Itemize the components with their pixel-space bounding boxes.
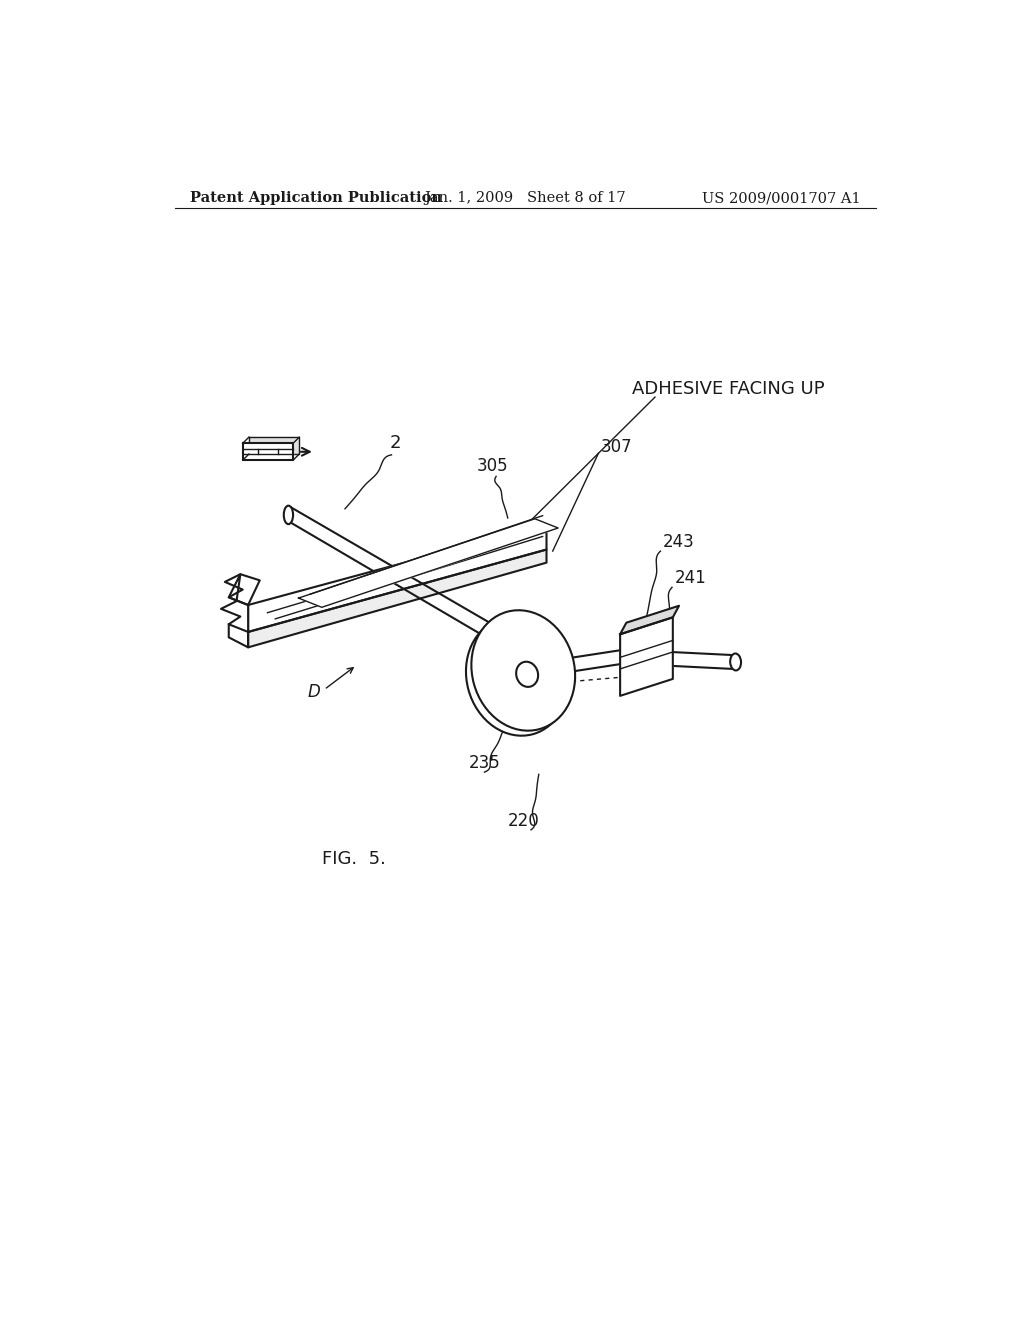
Ellipse shape	[471, 610, 575, 731]
Polygon shape	[621, 606, 679, 635]
Polygon shape	[221, 574, 248, 632]
Text: 2: 2	[389, 434, 401, 453]
Ellipse shape	[466, 618, 568, 735]
Text: Jan. 1, 2009   Sheet 8 of 17: Jan. 1, 2009 Sheet 8 of 17	[424, 191, 626, 206]
Polygon shape	[248, 524, 547, 632]
Text: 220: 220	[507, 812, 539, 829]
Ellipse shape	[730, 653, 741, 671]
Text: 305: 305	[476, 458, 508, 475]
Polygon shape	[248, 549, 547, 647]
Text: US 2009/0001707 A1: US 2009/0001707 A1	[701, 191, 860, 206]
Polygon shape	[249, 437, 299, 454]
Text: ADHESIVE FACING UP: ADHESIVE FACING UP	[632, 380, 824, 399]
Polygon shape	[243, 444, 293, 461]
Text: 241: 241	[675, 569, 707, 587]
Polygon shape	[621, 618, 673, 696]
Polygon shape	[225, 574, 260, 605]
Polygon shape	[299, 519, 558, 607]
Text: D: D	[307, 682, 321, 701]
Text: 243: 243	[663, 533, 694, 550]
Text: 307: 307	[601, 438, 633, 457]
Text: 235: 235	[469, 754, 501, 772]
Text: FIG.  5.: FIG. 5.	[322, 850, 386, 869]
Text: Patent Application Publication: Patent Application Publication	[190, 191, 442, 206]
Ellipse shape	[284, 506, 293, 524]
Ellipse shape	[516, 661, 539, 686]
